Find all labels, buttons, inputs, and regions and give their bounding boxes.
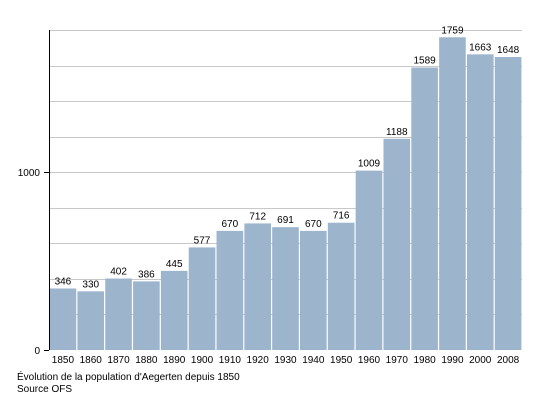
data-labels: 346 330 402 386 445 577 670 712 691 670 716 1009 118… xyxy=(55,25,520,290)
bar-1860 xyxy=(77,291,105,350)
data-label-1960: 1009 xyxy=(358,159,381,170)
x-tick-label-1980: 1980 xyxy=(413,355,436,366)
data-label-2000: 1663 xyxy=(469,42,492,53)
axes: 1850 1860 1870 1880 1890 1900 1910 1920 1930 1940… xyxy=(18,30,520,366)
bar-1880 xyxy=(133,281,160,350)
bar-1910 xyxy=(216,230,244,350)
bar-1950 xyxy=(327,222,355,350)
data-label-1940: 670 xyxy=(305,219,322,230)
data-label-1900: 577 xyxy=(194,235,211,246)
x-tick-label-1850: 1850 xyxy=(52,355,75,366)
data-label-1880: 386 xyxy=(138,269,155,280)
source-caption: Source OFS xyxy=(17,384,73,395)
bars xyxy=(49,37,522,351)
data-label-1890: 445 xyxy=(166,259,183,270)
data-label-1970: 1188 xyxy=(386,127,408,138)
data-label-1980: 1589 xyxy=(413,56,436,67)
chart-caption: Évolution de la population d'Aegerten de… xyxy=(17,372,240,383)
x-tick-label-2000: 2000 xyxy=(469,355,492,366)
bar-1940 xyxy=(300,230,327,350)
x-tick-label-1900: 1900 xyxy=(191,355,214,366)
bar-1980 xyxy=(411,67,438,350)
y-tick-label-1000: 1000 xyxy=(18,168,41,179)
bar-1920 xyxy=(244,223,271,350)
data-label-1930: 691 xyxy=(277,215,294,226)
x-tick-label-1880: 1880 xyxy=(135,355,158,366)
x-tick-label-1950: 1950 xyxy=(330,355,353,366)
data-label-1990: 1759 xyxy=(441,25,464,36)
x-tick-label-2008: 2008 xyxy=(497,355,520,366)
data-label-2008: 1648 xyxy=(497,45,520,56)
x-tick-label-1920: 1920 xyxy=(247,355,270,366)
data-label-1860: 330 xyxy=(82,279,99,290)
data-label-1850: 346 xyxy=(55,276,72,287)
bar-1990 xyxy=(439,37,466,351)
x-tick-label-1940: 1940 xyxy=(302,355,325,366)
data-label-1950: 716 xyxy=(333,211,350,222)
data-label-1910: 670 xyxy=(222,219,239,230)
bar-1870 xyxy=(105,278,132,350)
bar-2008 xyxy=(494,57,522,351)
x-tick-label-1890: 1890 xyxy=(163,355,186,366)
x-tick-label-1960: 1960 xyxy=(358,355,381,366)
bar-1960 xyxy=(355,170,383,350)
bar-2000 xyxy=(466,54,494,350)
x-tick-label-1970: 1970 xyxy=(386,355,409,366)
data-label-1870: 402 xyxy=(110,267,127,278)
bar-1970 xyxy=(383,138,411,350)
x-tick-label-1930: 1930 xyxy=(274,355,297,366)
x-tick-label-1990: 1990 xyxy=(441,355,464,366)
y-tick-label-0: 0 xyxy=(34,346,40,357)
bar-1850 xyxy=(49,288,77,350)
x-tick-label-1870: 1870 xyxy=(107,355,130,366)
bar-1930 xyxy=(272,227,299,350)
x-tick-label-1910: 1910 xyxy=(219,355,242,366)
x-tick-label-1860: 1860 xyxy=(80,355,103,366)
bar-1890 xyxy=(160,270,188,350)
bar-1900 xyxy=(188,247,216,350)
data-label-1920: 712 xyxy=(249,211,266,222)
